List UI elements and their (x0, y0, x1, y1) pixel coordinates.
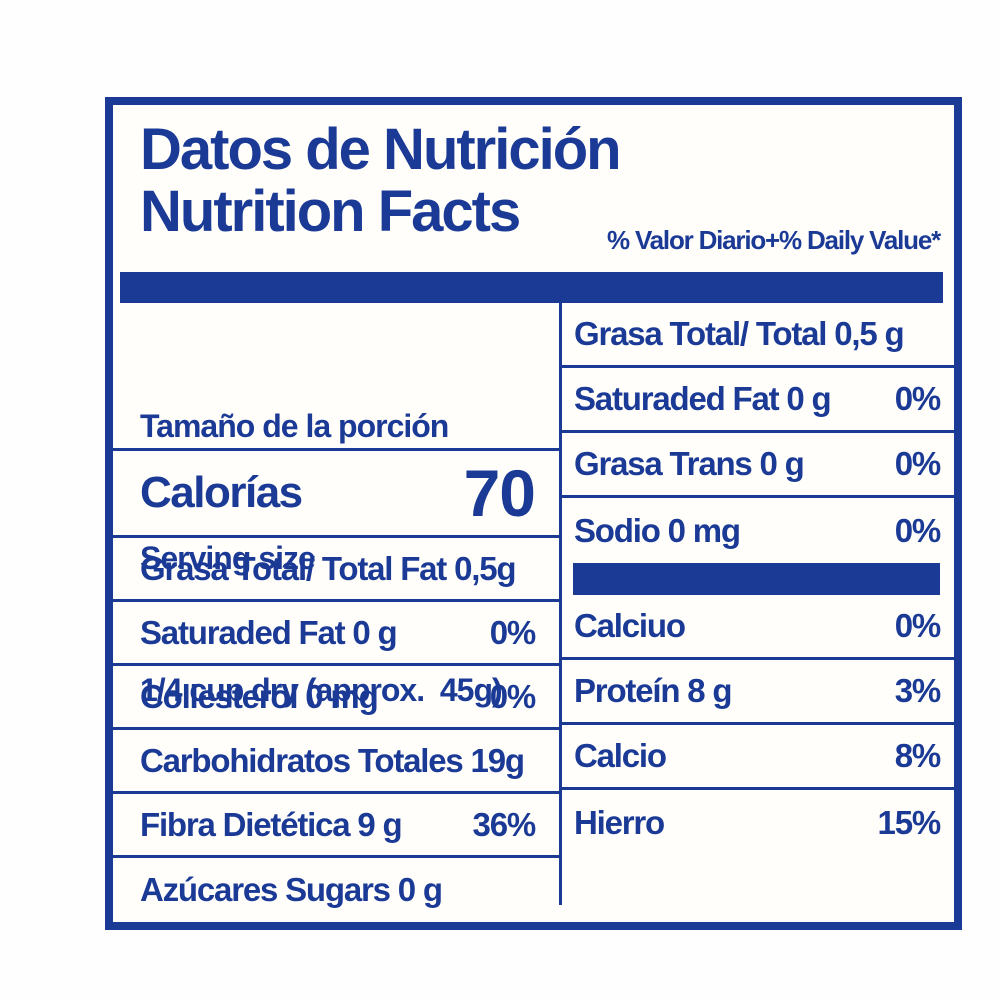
label-columns: Tamaño de la porción Serving size 1/4 cu… (113, 303, 954, 922)
calories-label: Calorías (140, 468, 303, 517)
nutrient-percent: 3% (894, 672, 942, 709)
nutrient-label: Grasa Total/ Total 0,5 g (574, 315, 905, 352)
calories-value: 70 (463, 456, 536, 530)
nutrient-row-saturated-fat: Saturaded Fat 0 g 0% (113, 602, 559, 666)
nutrient-row-calcium: Calcio 8% (562, 725, 954, 790)
nutrient-row-saturated-fat-2: Saturaded Fat 0 g 0% (562, 368, 954, 433)
nutrient-label: Sodio 0 mg (574, 511, 741, 549)
label-header: Datos de Nutrición Nutrition Facts % Val… (113, 105, 954, 272)
label-title-english: Nutrition Facts (140, 179, 521, 244)
nutrient-label: Proteín 8 g (574, 672, 733, 709)
nutrient-percent: 0% (894, 511, 942, 549)
column-divider (559, 303, 562, 905)
nutrient-row-dietary-fiber: Fibra Dietética 9 g 36% (113, 794, 559, 858)
serving-size-block: Tamaño de la porción Serving size 1/4 cu… (113, 303, 559, 708)
left-column: Tamaño de la porción Serving size 1/4 cu… (113, 303, 559, 922)
nutrient-percent: 0% (489, 613, 537, 651)
nutrient-percent: 8% (894, 737, 942, 774)
nutrient-row-total-fat-2: Grasa Total/ Total 0,5 g (562, 303, 954, 368)
nutrient-percent: 15% (877, 803, 942, 841)
label-title-spanish: Datos de Nutrición (140, 117, 622, 182)
nutrient-label: Azúcares Sugars 0 g (140, 871, 443, 908)
nutrient-row-protein: Proteín 8 g 3% (562, 660, 954, 725)
nutrient-label: Grasa Total/ Total Fat 0,5g (140, 549, 517, 587)
nutrient-percent: 0% (894, 445, 942, 482)
serving-size-line-en: Serving size (140, 540, 316, 576)
nutrient-label: Saturaded Fat 0 g (140, 613, 398, 651)
nutrient-percent: 0% (489, 677, 537, 715)
nutrient-percent: 0% (894, 380, 942, 417)
nutrient-label: Fibra Dietética 9 g (140, 805, 403, 843)
serving-size-line-es: Tamaño de la porción (140, 408, 449, 444)
mid-divider-bar (573, 563, 940, 595)
nutrient-row-sugars: Azúcares Sugars 0 g (113, 858, 559, 922)
nutrient-label: Calciuo (574, 607, 686, 644)
nutrient-row-calcium-es: Calciuo 0% (562, 595, 954, 660)
serving-size-amount: 1/4 cup dry (approx. 45g) (140, 672, 503, 708)
nutrient-percent: 0% (894, 607, 942, 644)
nutrient-label: Carbohidratos Totales 19g (140, 741, 525, 779)
nutrient-label: Calcio (574, 737, 667, 774)
nutrient-row-cholesterol: Collesterol 0 mg 0% (113, 666, 559, 730)
calories-row: Calorías 70 (113, 451, 559, 538)
nutrient-label: Hierro (574, 803, 665, 841)
nutrient-row-sodium: Sodio 0 mg 0% (562, 498, 954, 563)
nutrient-label: Grasa Trans 0 g (574, 445, 805, 482)
nutrient-label: Saturaded Fat 0 g (574, 380, 832, 417)
nutrient-row-trans-fat: Grasa Trans 0 g 0% (562, 433, 954, 498)
nutrient-row-total-carbohydrate: Carbohidratos Totales 19g (113, 730, 559, 794)
nutrient-row-iron: Hierro 15% (562, 790, 954, 855)
daily-value-note: % Valor Diario+% Daily Value* (607, 225, 941, 255)
nutrient-label: Collesterol 0 mg (140, 677, 379, 715)
right-column: Grasa Total/ Total 0,5 g Saturaded Fat 0… (562, 303, 954, 922)
nutrient-percent: 36% (472, 805, 537, 843)
nutrition-label: Datos de Nutrición Nutrition Facts % Val… (105, 97, 962, 930)
nutrient-row-total-fat: Grasa Total/ Total Fat 0,5g (113, 538, 559, 602)
top-divider-bar (120, 272, 943, 303)
